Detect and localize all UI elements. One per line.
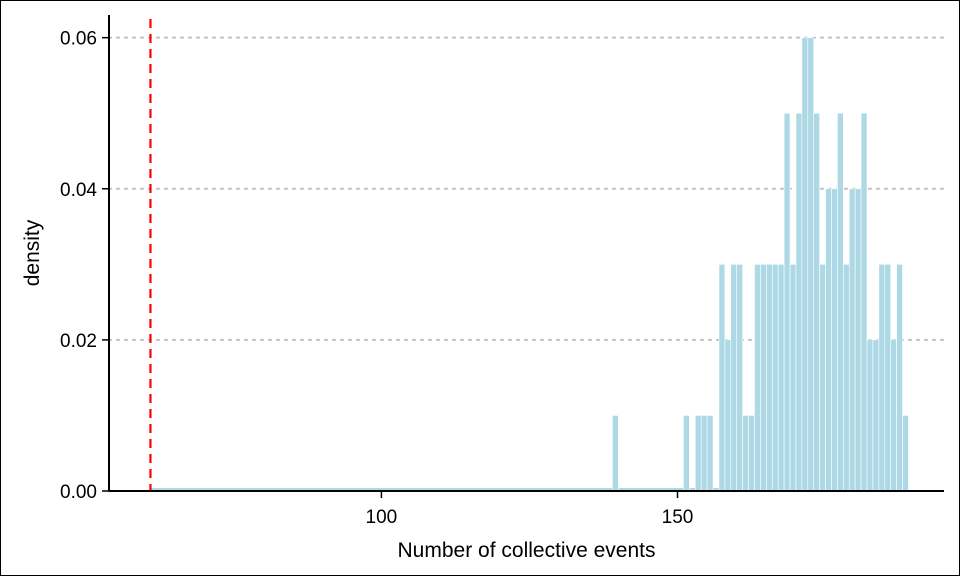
histogram-bar	[706, 415, 714, 492]
histogram-bar	[848, 188, 856, 492]
y-tick-label: 0.04	[60, 180, 97, 201]
histogram-bar	[783, 112, 791, 492]
histogram-bar	[843, 264, 850, 492]
histogram-bar	[700, 415, 708, 492]
histogram-bar	[718, 264, 726, 492]
histogram-bar	[819, 264, 826, 492]
y-tick-label: 0.00	[60, 482, 97, 503]
histogram-bar	[771, 264, 779, 492]
histogram-bar	[801, 37, 809, 492]
histogram-bar	[854, 188, 862, 492]
histogram-bar	[777, 264, 785, 492]
histogram-bar	[724, 339, 732, 492]
histogram-bars	[150, 37, 909, 492]
x-axis-title: Number of collective events	[398, 539, 656, 562]
histogram-bar	[813, 112, 820, 492]
y-axis-title: density	[21, 219, 44, 286]
histogram-bar	[730, 264, 738, 492]
histogram-bar	[748, 415, 755, 492]
histogram-bar	[612, 415, 619, 492]
histogram-bar	[795, 112, 803, 492]
histogram-bar	[890, 339, 897, 492]
histogram-bar	[742, 415, 749, 492]
histogram-bar	[837, 112, 844, 492]
histogram-bar	[860, 112, 868, 492]
histogram-bar	[884, 264, 892, 492]
histogram-bar	[878, 264, 886, 492]
tick-labels: 0.00 0.02 0.04 0.06 100 150	[60, 29, 693, 528]
histogram-bar	[825, 188, 832, 492]
histogram-bar	[902, 415, 909, 492]
histogram-bar	[872, 339, 880, 492]
y-tick-label: 0.06	[60, 29, 97, 50]
x-tick-label: 150	[662, 507, 694, 528]
histogram-bar	[789, 264, 797, 492]
histogram-bar	[807, 37, 815, 492]
histogram-bar	[760, 264, 767, 492]
x-tick-label: 100	[366, 507, 398, 528]
histogram-bar	[754, 264, 761, 492]
histogram-bar	[694, 415, 702, 492]
axes	[102, 15, 944, 498]
histogram-bar	[866, 339, 874, 492]
histogram-bar	[766, 264, 773, 492]
histogram-bar	[736, 264, 743, 492]
histogram-bar	[896, 264, 903, 492]
histogram-bar	[683, 415, 690, 492]
y-tick-label: 0.02	[60, 331, 97, 352]
histogram-bar	[831, 188, 838, 492]
